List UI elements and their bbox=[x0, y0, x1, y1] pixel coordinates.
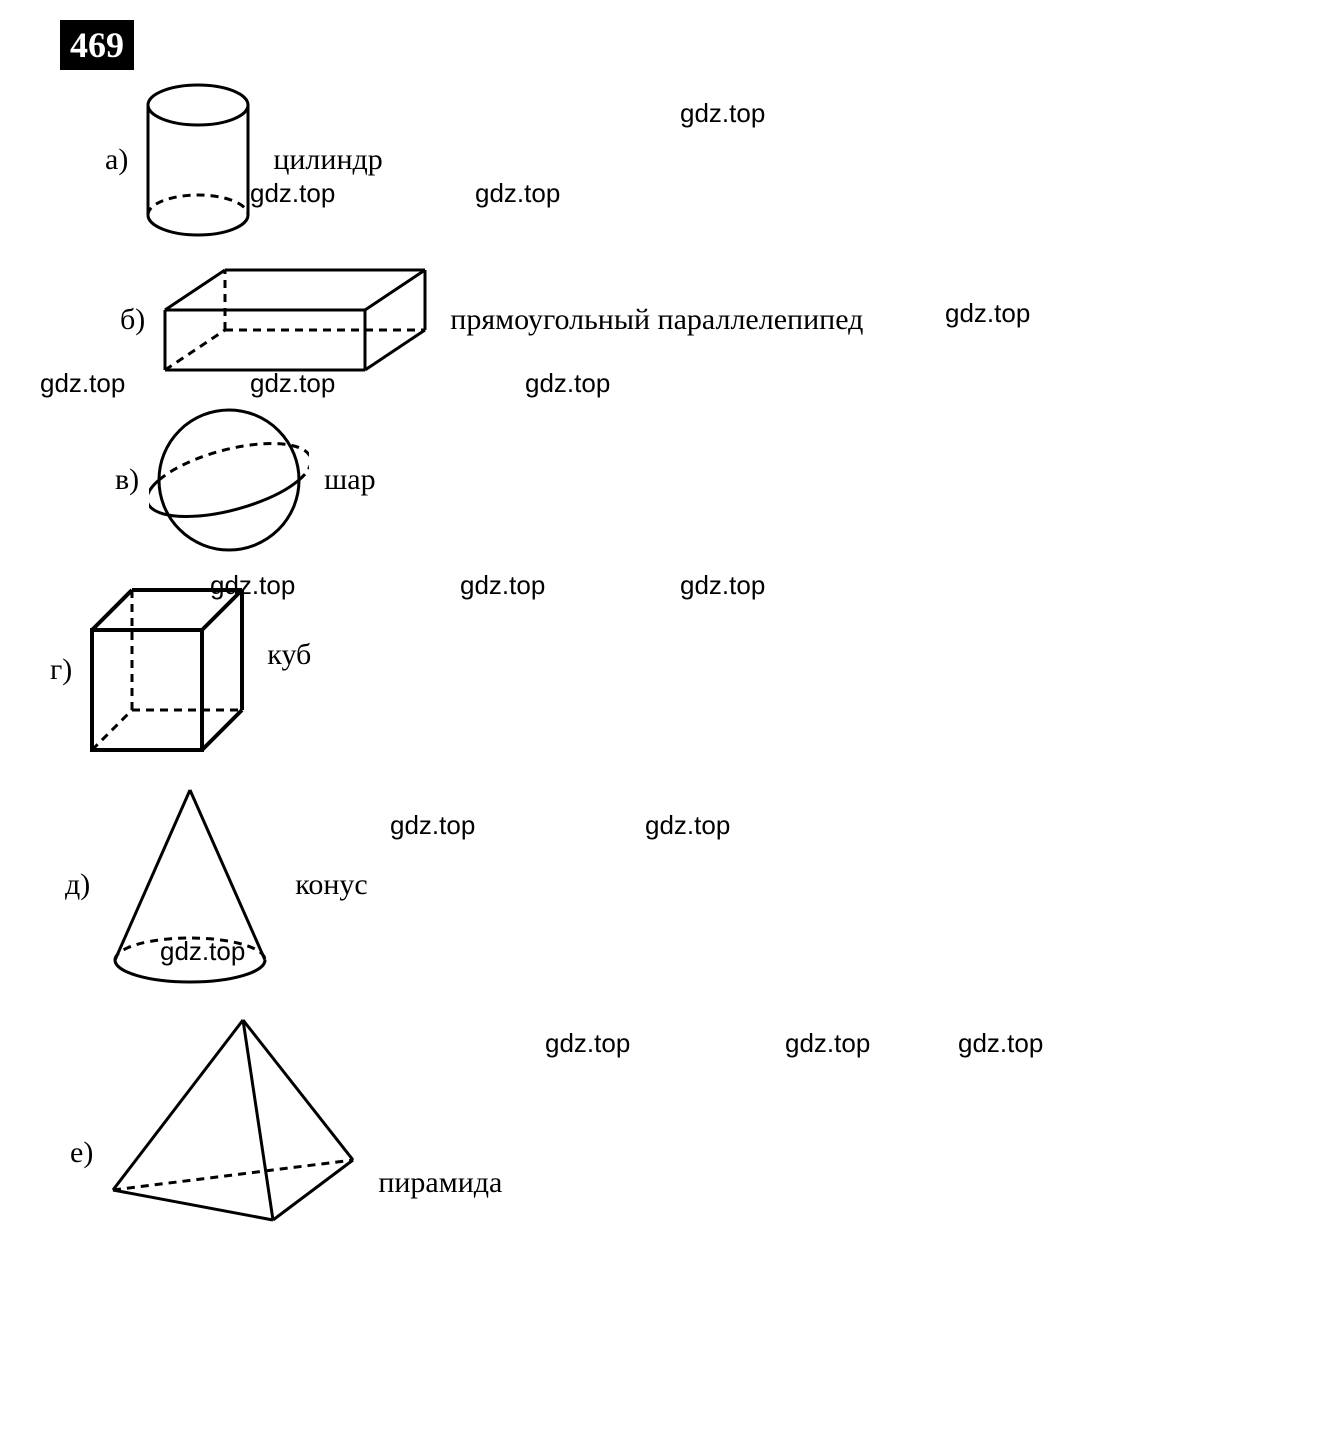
watermark: gdz.top bbox=[680, 570, 765, 601]
name-parallelepiped: прямоугольный параллелепипед bbox=[450, 303, 863, 337]
row-cube: г) куб bbox=[50, 580, 1300, 760]
cube-icon bbox=[82, 580, 252, 760]
pyramid-icon bbox=[103, 1010, 363, 1230]
row-pyramid: е) пирамида bbox=[70, 1010, 1300, 1230]
sphere-icon bbox=[149, 400, 309, 560]
label-e: е) bbox=[70, 1136, 93, 1170]
exercise-badge: 469 bbox=[60, 20, 134, 70]
watermark: gdz.top bbox=[250, 368, 335, 399]
watermark: gdz.top bbox=[210, 570, 295, 601]
label-v: в) bbox=[115, 463, 139, 497]
watermark: gdz.top bbox=[250, 178, 335, 209]
label-d: д) bbox=[65, 868, 90, 902]
watermark: gdz.top bbox=[958, 1028, 1043, 1059]
name-pyramid: пирамида bbox=[378, 1166, 502, 1200]
cylinder-icon bbox=[138, 80, 258, 240]
watermark: gdz.top bbox=[785, 1028, 870, 1059]
row-parallelepiped: б) прямоугольный параллелепипед bbox=[120, 260, 1300, 380]
row-sphere: в) шар bbox=[115, 400, 1300, 560]
label-a: а) bbox=[105, 143, 128, 177]
watermark: gdz.top bbox=[645, 810, 730, 841]
watermark: gdz.top bbox=[160, 936, 245, 967]
label-g: г) bbox=[50, 653, 72, 687]
watermark: gdz.top bbox=[945, 298, 1030, 329]
watermark: gdz.top bbox=[40, 368, 125, 399]
name-cube: куб bbox=[267, 638, 311, 672]
watermark: gdz.top bbox=[475, 178, 560, 209]
watermark: gdz.top bbox=[545, 1028, 630, 1059]
name-sphere: шар bbox=[324, 463, 375, 497]
watermark: gdz.top bbox=[460, 570, 545, 601]
label-b: б) bbox=[120, 303, 145, 337]
watermark: gdz.top bbox=[525, 368, 610, 399]
name-cone: конус bbox=[295, 868, 367, 902]
watermark: gdz.top bbox=[390, 810, 475, 841]
parallelepiped-icon bbox=[155, 260, 435, 380]
name-cylinder: цилиндр bbox=[273, 143, 382, 177]
watermark: gdz.top bbox=[680, 98, 765, 129]
